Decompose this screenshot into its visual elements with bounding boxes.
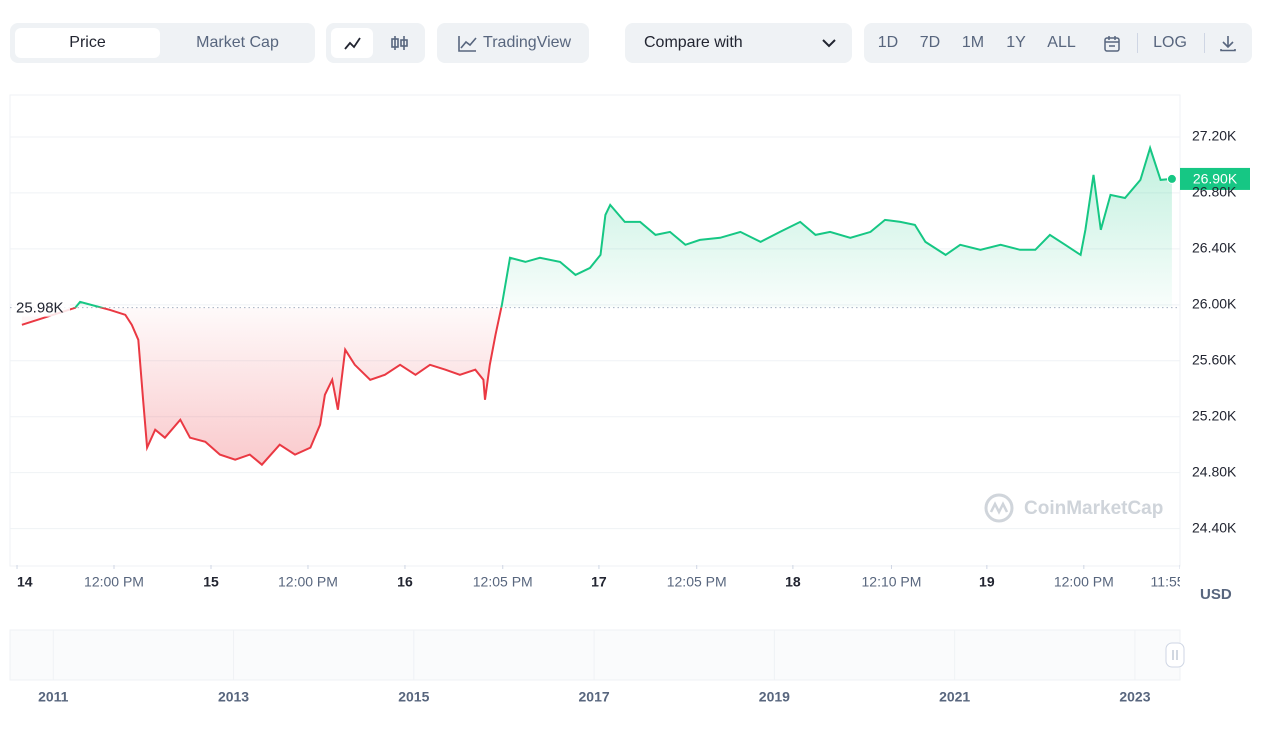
x-axis: 14 12:00 PM 15 12:00 PM 16 12:05 PM 17 12:05 PM…	[16, 565, 1210, 590]
range-button[interactable]: 1Y	[1006, 34, 1026, 51]
line-icon	[344, 37, 361, 50]
navigator	[9, 629, 1181, 681]
x-tick-label: 15	[203, 574, 219, 590]
y-tick-label: 24.80K	[1192, 463, 1237, 479]
y-tick-label: 26.00K	[1192, 296, 1237, 312]
tab-market-cap[interactable]: Market Cap	[196, 34, 279, 51]
y-tick-label: 25.60K	[1192, 351, 1237, 367]
y-tick-label: 27.20K	[1192, 128, 1237, 144]
price-line-up	[72, 144, 1172, 308]
tradingview-label: TradingView	[483, 34, 572, 51]
y-tick-label: 26.40K	[1192, 240, 1237, 256]
x-tick-label: 12:00 PM	[1054, 574, 1114, 590]
tradingview-icon	[458, 36, 477, 52]
compare-dropdown[interactable]: Compare with	[625, 23, 852, 63]
watermark: CoinMarketCap	[984, 493, 1163, 523]
y-tick-label: 24.40K	[1192, 519, 1237, 535]
range-button[interactable]: ALL	[1047, 34, 1076, 51]
y-tick-label: 25.20K	[1192, 407, 1237, 423]
x-tick-label: 12:05 PM	[667, 574, 727, 590]
range-group: 1D 7D 1M 1Y ALL LOG	[864, 23, 1252, 63]
navigator-tick-label: 2015	[398, 689, 429, 705]
tradingview-button[interactable]: TradingView	[442, 28, 584, 58]
download-icon[interactable]	[1219, 34, 1237, 52]
y-tick-label: 26.80K	[1192, 184, 1237, 200]
tradingview-group: TradingView	[437, 23, 589, 63]
last-point	[1166, 173, 1177, 184]
plot-frame	[9, 94, 1181, 567]
compare-label: Compare with	[644, 34, 743, 51]
x-tick-label: 12:00 PM	[84, 574, 144, 590]
area-down	[21, 307, 502, 465]
x-tick-label: 18	[785, 574, 801, 590]
chart-style-group	[326, 23, 425, 63]
chevron-icon	[822, 39, 836, 48]
navigator-tick-label: 2011	[38, 689, 69, 705]
navigator-tick-label: 2019	[759, 689, 790, 705]
candle-style-button[interactable]	[378, 28, 420, 58]
navigator-tick-label: 2013	[218, 689, 249, 705]
price-line-down	[21, 307, 503, 467]
range-button[interactable]: 1D	[877, 34, 899, 51]
baseline-label-bg	[12, 296, 70, 317]
calendar-icon[interactable]	[1103, 35, 1121, 53]
x-tick-label: 12:05 PM	[473, 574, 533, 590]
candle-icon	[391, 36, 408, 50]
current-price-box	[1180, 167, 1250, 190]
x-tick-label: 14	[17, 574, 33, 590]
navigator-tick-label: 2023	[1119, 689, 1150, 705]
log-button[interactable]: LOG	[1153, 34, 1187, 51]
watermark-text: CoinMarketCap	[1024, 498, 1163, 519]
x-tick-label: 12:00 PM	[278, 574, 338, 590]
x-tick-label: 19	[979, 574, 995, 590]
range-button[interactable]: 7D	[919, 34, 941, 51]
x-tick-label: 16	[397, 574, 413, 590]
x-tick-label: 17	[591, 574, 607, 590]
x-tick-label: 12:10 PM	[862, 574, 922, 590]
navigator-handle[interactable]	[1165, 642, 1185, 668]
separator	[1137, 33, 1138, 53]
x-tick-label: 11:55 PM	[1151, 574, 1210, 590]
navigator-tick-label: 2021	[939, 689, 970, 705]
tab-price[interactable]: Price	[15, 28, 160, 58]
area-up	[21, 148, 1172, 308]
navigator-tick-label: 2017	[579, 689, 610, 705]
tab-group: Price Market Cap	[10, 23, 315, 63]
current-price-label: 26.90K	[1193, 171, 1238, 187]
range-button[interactable]: 1M	[961, 34, 985, 51]
separator	[1204, 33, 1205, 53]
line-style-button[interactable]	[331, 28, 373, 58]
baseline-label: 25.98K	[16, 300, 64, 317]
y-unit: USD	[1200, 586, 1232, 603]
